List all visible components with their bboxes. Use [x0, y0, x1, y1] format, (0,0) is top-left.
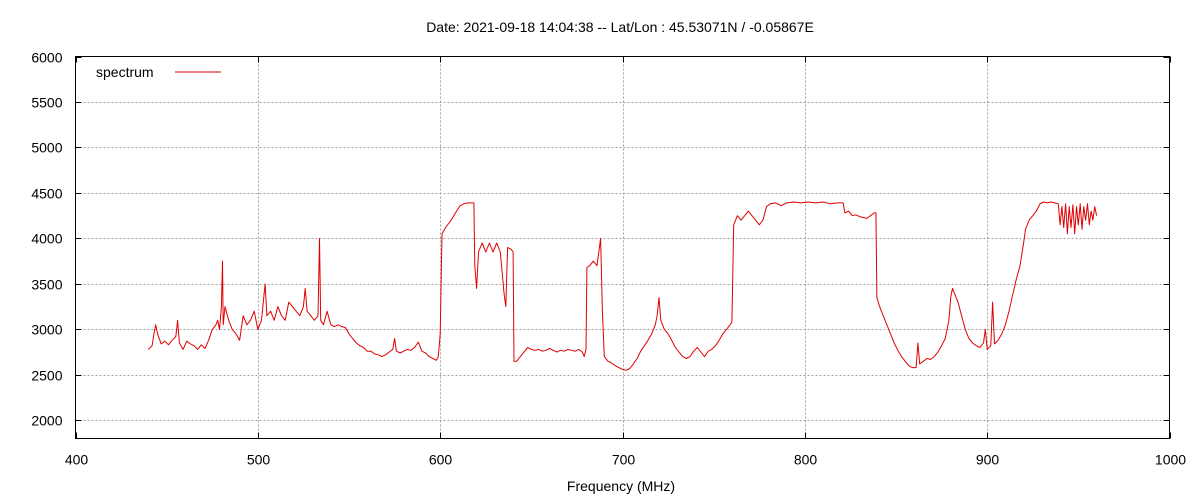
chart-title: Date: 2021-09-18 14:04:38 -- Lat/Lon : 4… — [426, 19, 814, 35]
y-tick-label: 6000 — [31, 50, 62, 66]
y-tick-label: 2500 — [31, 368, 62, 384]
y-tick-label: 5500 — [31, 95, 62, 111]
x-tick-label: 500 — [247, 452, 271, 468]
legend: spectrum — [96, 64, 221, 80]
x-tick-label: 700 — [612, 452, 636, 468]
series-line-spectrum — [148, 201, 1098, 371]
x-tick-label: 800 — [794, 452, 818, 468]
x-tick-label: 1000 — [1155, 452, 1186, 468]
plot-frame — [75, 56, 1170, 439]
x-axis-label: Frequency (MHz) — [567, 478, 675, 494]
y-tick-label: 3500 — [31, 277, 62, 293]
axis-ticks: 400 500 600 700 800 900 1000 2000 2500 3000 3500 40… — [31, 50, 1186, 468]
grid-lines — [75, 56, 1170, 439]
x-tick-label: 600 — [429, 452, 453, 468]
x-tick-label: 400 — [65, 452, 89, 468]
x-tick-label: 900 — [976, 452, 1000, 468]
y-tick-label: 4500 — [31, 186, 62, 202]
y-tick-label: 5000 — [31, 140, 62, 156]
legend-label-spectrum: spectrum — [96, 64, 154, 80]
series-layer — [148, 201, 1098, 371]
y-tick-label: 3000 — [31, 322, 62, 338]
y-tick-label: 2000 — [31, 413, 62, 429]
y-tick-label: 4000 — [31, 231, 62, 247]
